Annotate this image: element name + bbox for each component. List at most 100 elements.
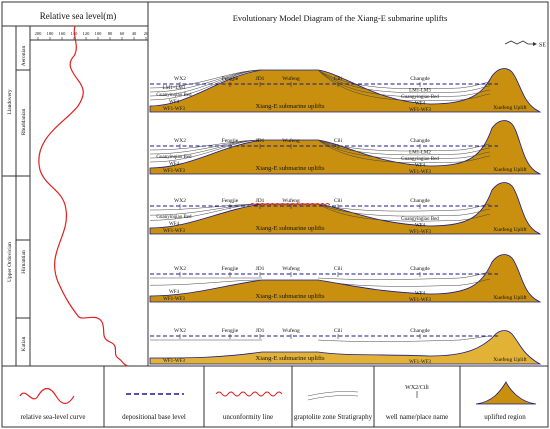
region-label: Xuefeng Uplift	[493, 166, 527, 173]
tick-label: 80	[108, 31, 113, 36]
legend-item-unconformity: unconformity line	[215, 391, 283, 421]
strata-label-left: Guanyinqiao Bed	[156, 215, 192, 220]
strata-label-right: WF1-WF3	[409, 108, 431, 113]
well-label: Fengjie	[222, 138, 239, 144]
sea-level-curve	[38, 25, 129, 367]
direction-label: SE	[539, 43, 546, 49]
strata-line	[149, 139, 491, 164]
strata-line	[150, 271, 491, 280]
strata-label-right: Guangyingiao Bed	[401, 157, 439, 162]
strata-label-right: Guangyingiao Bed	[401, 217, 439, 222]
well-label: Wufeng	[282, 197, 300, 204]
strata-label-left: Guanyinqiao Bed	[156, 93, 192, 98]
well-label: Fengjie	[222, 266, 239, 272]
uplift-label: Xiang-E submarine uplifts	[256, 165, 325, 172]
legend-item-base-level: depositional base level	[122, 393, 186, 421]
strata-label-left: WF1-WF3	[163, 107, 185, 112]
uplift-shape	[149, 120, 542, 175]
strata-label-right: WF4	[415, 224, 426, 229]
well-label: JD1	[256, 198, 265, 204]
series-llandovery: Llandovery	[7, 89, 13, 115]
arrow-head-icon	[533, 42, 537, 46]
legend-item-graptolite: graptolite zone Stratigraphy	[294, 391, 373, 421]
sea-curve-icon	[19, 387, 75, 405]
uplift-label: Xiang-E submarine uplifts	[256, 355, 325, 362]
panel-3: WX2 Fengjie JD1 Wufeng Cili Changde Xiang-E su…	[149, 182, 542, 235]
uplift-icon	[475, 381, 537, 405]
stage-aeronian: Aeronian	[21, 46, 27, 67]
tick-label: 200	[35, 31, 43, 36]
well-label: WX2	[174, 266, 186, 272]
region-label: Xuefeng Uplift	[493, 226, 527, 233]
well-label: WX2	[174, 198, 186, 204]
strata-label-right: WF1-WF3	[409, 360, 431, 365]
well-label: Cili	[334, 266, 343, 272]
legend-item-sea-curve: relative sea-level curve	[19, 387, 85, 421]
strata-line	[149, 203, 491, 217]
sea-level-panel: Relative sea level(m) 200 180 160 140 120 100…	[2, 11, 149, 367]
panel-2: WX2 Fengjie JD1 Wufeng Cili Changde Xiang-E su…	[149, 120, 542, 175]
strata-label-left: WF4	[169, 162, 180, 167]
uplift-label: Xiang-E submarine uplifts	[256, 225, 325, 232]
well-label: Wufeng	[282, 137, 300, 144]
well-label: WX2	[174, 138, 186, 144]
strata-label-right: WF4	[415, 292, 426, 297]
panel-1: WX2 Fengjie JD1 Wufeng Cili Changde Xiang-E su…	[149, 68, 542, 113]
direction-arrow: SE	[504, 40, 546, 49]
legend-uplift-label: uplifted region	[484, 413, 526, 421]
well-label: WX2	[174, 328, 186, 334]
uplift-shape	[149, 182, 542, 235]
strata-label-right: WF1-WF3	[409, 298, 431, 303]
series-upper-ordovician: Upper Ordovician	[7, 242, 13, 282]
strata-label-left: WF1-WF3	[163, 169, 185, 174]
well-label: Changde	[410, 138, 430, 144]
tick-label: 180	[47, 31, 55, 36]
strata-label-left: Guanyinqiao Bed	[156, 155, 192, 160]
sea-level-title: Relative sea level(m)	[40, 11, 116, 21]
region-label: Xuefeng Uplift	[493, 356, 527, 363]
unconformity-icon	[215, 391, 283, 397]
well-label: JD1	[256, 76, 265, 82]
well-label: JD1	[256, 328, 265, 334]
well-label: Wufeng	[282, 265, 300, 272]
strata-line	[149, 278, 491, 287]
strata-label-right: LM1-LM2	[409, 151, 431, 156]
strata-label-right: WF1-WF3	[409, 170, 431, 175]
tick-label: 100	[95, 31, 103, 36]
well-label: Cili	[334, 198, 343, 204]
strata-line	[149, 203, 491, 222]
well-label: Changde	[410, 76, 430, 82]
well-label: Cili	[334, 328, 343, 334]
strata-line	[150, 335, 491, 342]
tick-label: 120	[83, 31, 91, 36]
legend-item-well-name: WX2/Cili well name/place name	[386, 385, 449, 421]
legend-well-name-label: well name/place name	[386, 413, 449, 421]
legend-item-uplift: uplifted region	[475, 381, 537, 421]
strata-label-right: WF4	[415, 102, 426, 107]
well-label: Cili	[334, 138, 343, 144]
well-label: Changde	[410, 266, 430, 272]
well-label: Fengjie	[222, 76, 239, 82]
strata-label-left: WF4	[169, 222, 180, 227]
well-label: Cili	[334, 76, 343, 82]
region-label: Xuefeng Uplift	[493, 294, 527, 301]
uplift-label: Xiang-E submarine uplifts	[256, 103, 325, 110]
well-label: WX2	[174, 76, 186, 82]
strata-label-left: WF1-WF3	[163, 229, 185, 234]
well-label: JD1	[256, 266, 265, 272]
uplift-shape	[149, 68, 542, 113]
uplift-shape	[149, 254, 542, 303]
strata-line	[149, 69, 491, 101]
well-label: Changde	[410, 198, 430, 204]
uplift-label: Xiang-E submarine uplifts	[256, 293, 325, 300]
legend-well-sample: WX2/Cili	[405, 385, 429, 391]
strata-label-left: WF1-WF3	[163, 297, 185, 302]
strata-label-right: Guangyingiao Bed	[401, 95, 439, 100]
diagram-title: Evolutionary Model Diagram of the Xiang-…	[233, 13, 448, 23]
graptolite-icon	[307, 395, 359, 401]
stage-hirnantian: Hirnantian	[21, 250, 27, 274]
legend-graptolite-label: graptolite zone Stratigraphy	[294, 413, 373, 421]
strata-label-left: WF4	[169, 290, 180, 295]
tick-label: 60	[120, 31, 125, 36]
